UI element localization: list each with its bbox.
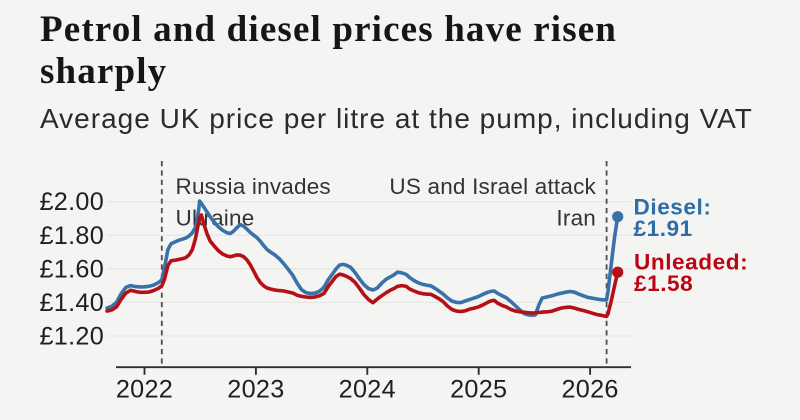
- svg-text:Iran: Iran: [556, 206, 596, 231]
- svg-text:£1.91: £1.91: [634, 216, 693, 241]
- svg-text:£1.60: £1.60: [39, 255, 104, 283]
- svg-text:2024: 2024: [339, 376, 396, 404]
- svg-text:Diesel:: Diesel:: [634, 194, 712, 219]
- svg-text:£1.80: £1.80: [39, 222, 104, 250]
- svg-text:2025: 2025: [450, 376, 507, 404]
- svg-text:£1.58: £1.58: [634, 271, 693, 296]
- svg-text:£2.00: £2.00: [39, 188, 104, 216]
- svg-text:£1.40: £1.40: [39, 289, 104, 317]
- svg-text:Russia invades: Russia invades: [176, 174, 331, 199]
- svg-text:2023: 2023: [227, 376, 284, 404]
- svg-text:£1.20: £1.20: [39, 323, 104, 351]
- svg-text:Unleaded:: Unleaded:: [634, 249, 748, 274]
- svg-text:2026: 2026: [561, 376, 618, 404]
- svg-text:US and Israel attack: US and Israel attack: [389, 174, 596, 199]
- svg-text:2022: 2022: [116, 376, 173, 404]
